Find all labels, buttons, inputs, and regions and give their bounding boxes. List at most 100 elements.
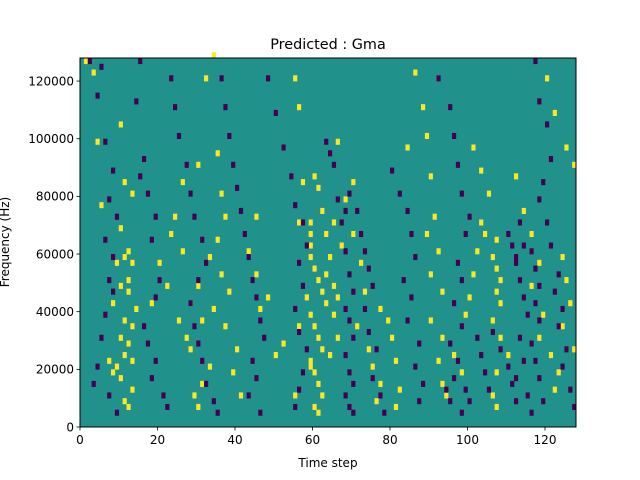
low-cell xyxy=(537,98,542,105)
heatmap-background xyxy=(80,58,576,427)
low-cell xyxy=(149,375,154,382)
low-cell xyxy=(490,328,495,336)
low-cell xyxy=(281,144,286,151)
low-cell xyxy=(537,317,542,324)
low-cell xyxy=(533,300,538,307)
low-cell xyxy=(343,248,348,255)
high-cell xyxy=(130,386,135,393)
high-cell xyxy=(312,173,317,180)
low-cell xyxy=(479,352,484,359)
high-cell xyxy=(118,334,123,341)
high-cell xyxy=(122,352,127,359)
high-cell xyxy=(459,369,464,376)
x-tick-label: 100 xyxy=(456,433,479,447)
high-cell xyxy=(541,311,546,318)
low-cell xyxy=(533,58,538,65)
high-cell xyxy=(196,161,201,168)
high-cell xyxy=(560,323,565,330)
high-cell xyxy=(393,357,399,364)
high-cell xyxy=(413,69,418,76)
low-cell xyxy=(95,363,100,370)
high-cell xyxy=(238,392,244,399)
low-cell xyxy=(254,294,259,301)
low-cell xyxy=(200,236,205,243)
high-cell xyxy=(118,225,123,232)
low-cell xyxy=(297,386,302,393)
low-cell xyxy=(339,219,344,226)
low-cell xyxy=(192,323,197,330)
high-cell xyxy=(490,317,495,324)
high-cell xyxy=(149,300,154,307)
x-tick-label: 40 xyxy=(227,433,242,447)
high-cell xyxy=(122,179,127,186)
high-cell xyxy=(118,375,123,382)
high-cell xyxy=(273,352,278,359)
low-cell xyxy=(401,277,406,284)
high-cell xyxy=(200,317,205,324)
high-cell xyxy=(254,213,259,220)
low-cell xyxy=(548,242,554,249)
high-cell xyxy=(428,317,433,324)
y-tick-label: 60000 xyxy=(36,247,74,261)
low-cell xyxy=(529,248,534,255)
high-cell xyxy=(467,294,472,301)
high-cell xyxy=(440,380,445,387)
high-cell xyxy=(351,179,356,186)
high-cell xyxy=(320,392,325,399)
low-cell xyxy=(459,323,464,330)
high-cell xyxy=(440,288,445,295)
high-cell xyxy=(215,236,220,243)
high-cell xyxy=(471,144,476,151)
y-tick-label: 20000 xyxy=(36,363,74,377)
low-cell xyxy=(347,317,352,324)
high-cell xyxy=(424,230,430,238)
low-cell xyxy=(347,190,352,197)
high-cell xyxy=(130,259,135,266)
low-cell xyxy=(475,334,480,341)
high-cell xyxy=(494,265,499,272)
low-cell xyxy=(483,369,488,376)
high-cell xyxy=(444,392,449,399)
low-cell xyxy=(413,254,418,261)
low-cell xyxy=(366,328,371,336)
low-cell xyxy=(219,75,224,82)
low-cell xyxy=(273,109,278,116)
low-cell xyxy=(153,213,158,220)
low-cell xyxy=(455,357,461,364)
high-cell xyxy=(316,277,321,284)
high-cell xyxy=(355,323,360,330)
low-cell xyxy=(486,386,492,393)
low-cell xyxy=(510,380,515,387)
low-cell xyxy=(521,357,526,364)
high-cell xyxy=(126,340,131,347)
high-cell xyxy=(308,230,313,238)
high-cell xyxy=(440,334,445,341)
low-cell xyxy=(409,294,414,301)
high-cell xyxy=(428,173,433,180)
low-cell xyxy=(548,156,554,163)
low-cell xyxy=(246,392,251,399)
low-cell xyxy=(157,277,162,284)
high-cell xyxy=(393,403,399,411)
high-cell xyxy=(118,282,123,289)
low-cell xyxy=(564,346,569,353)
high-cell xyxy=(107,357,112,364)
low-cell xyxy=(343,392,348,399)
high-cell xyxy=(176,317,182,324)
high-cell xyxy=(529,230,534,238)
low-cell xyxy=(196,340,201,347)
high-cell xyxy=(514,173,519,180)
low-cell xyxy=(517,219,523,226)
low-cell xyxy=(448,398,453,405)
high-cell xyxy=(219,190,224,197)
low-cell xyxy=(417,398,422,405)
high-cell xyxy=(126,288,131,295)
high-cell xyxy=(316,380,321,387)
low-cell xyxy=(289,173,294,180)
low-cell xyxy=(328,150,333,157)
low-cell xyxy=(153,294,158,301)
high-cell xyxy=(494,288,499,295)
high-cell xyxy=(308,357,313,364)
high-cell xyxy=(169,230,174,238)
